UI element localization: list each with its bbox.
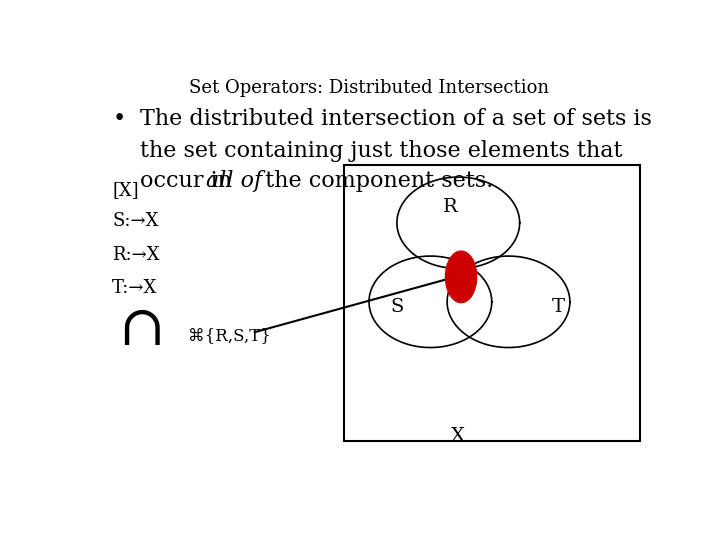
- Ellipse shape: [446, 251, 477, 302]
- Text: The distributed intersection of a set of sets is: The distributed intersection of a set of…: [140, 109, 652, 131]
- FancyBboxPatch shape: [344, 165, 639, 441]
- Text: S:→X: S:→X: [112, 212, 159, 231]
- Text: occur in: occur in: [140, 170, 239, 192]
- Text: the component sets.: the component sets.: [251, 170, 493, 192]
- Text: [X]: [X]: [112, 181, 139, 199]
- Text: ⌘{R,S,T}: ⌘{R,S,T}: [188, 328, 271, 345]
- Text: all of: all of: [206, 170, 262, 192]
- Text: R:→X: R:→X: [112, 246, 160, 264]
- Text: ∩: ∩: [118, 302, 164, 356]
- Text: T:→X: T:→X: [112, 279, 158, 297]
- Text: S: S: [390, 298, 403, 316]
- Text: the set containing just those elements that: the set containing just those elements t…: [140, 140, 623, 161]
- Text: R: R: [443, 198, 457, 216]
- Text: Set Operators: Distributed Intersection: Set Operators: Distributed Intersection: [189, 79, 549, 97]
- Text: T: T: [552, 298, 565, 316]
- Text: •: •: [112, 109, 125, 131]
- Text: X: X: [451, 427, 465, 444]
